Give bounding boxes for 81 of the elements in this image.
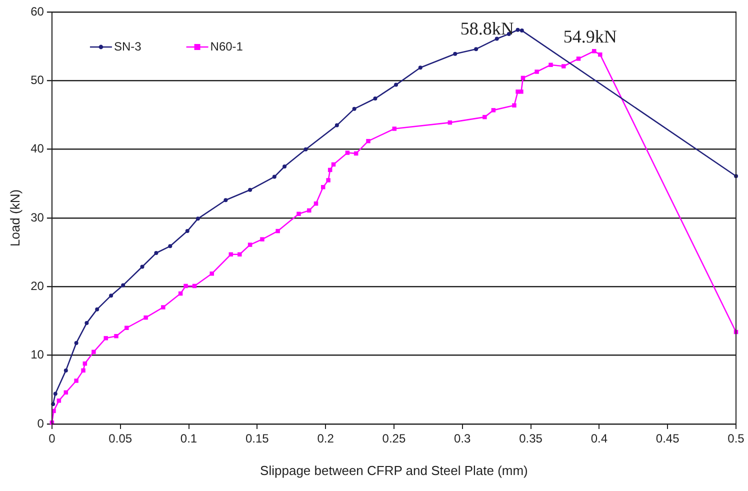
point	[334, 123, 339, 128]
point	[248, 188, 252, 192]
y-tick-label: 60	[30, 4, 44, 18]
point	[248, 242, 252, 247]
point	[238, 252, 242, 257]
point	[64, 368, 68, 372]
point	[307, 208, 312, 213]
point	[121, 283, 126, 288]
x-tick-label: 0.15	[245, 432, 270, 446]
point	[74, 378, 78, 383]
point	[185, 229, 190, 234]
point	[92, 350, 96, 354]
point	[224, 198, 228, 202]
point	[576, 56, 581, 61]
x-tick-label: 0.4	[590, 432, 608, 446]
point	[561, 64, 566, 68]
point	[494, 36, 499, 41]
point	[196, 216, 200, 221]
y-tick-label: 20	[30, 278, 44, 293]
point	[418, 66, 422, 70]
y-tick-label: 0	[37, 416, 44, 430]
point	[154, 251, 158, 256]
x-tick-label: 0.5	[728, 432, 745, 446]
y-axis-title: Load (kN)	[7, 189, 22, 247]
y-tick-label: 50	[30, 72, 44, 87]
point	[53, 392, 58, 396]
point	[516, 28, 520, 32]
legend-label: N60-1	[210, 39, 244, 54]
point	[296, 212, 301, 216]
point	[548, 62, 553, 67]
point	[519, 90, 524, 94]
x-tick-label: 0.2	[317, 432, 334, 446]
x-tick-label: 0	[48, 432, 56, 446]
annotation: 54.9kN	[563, 26, 617, 46]
y-tick-label: 10	[30, 348, 44, 362]
x-tick-label: 0.35	[519, 432, 543, 446]
y-tick-label: 30	[30, 210, 44, 224]
point	[109, 294, 114, 298]
point	[520, 28, 524, 33]
x-tick-label: 0.05	[108, 432, 132, 446]
point	[276, 228, 280, 234]
point	[453, 52, 458, 56]
x-tick-label: 0.45	[656, 432, 680, 446]
point	[373, 96, 378, 101]
point	[95, 307, 100, 312]
point	[144, 315, 148, 320]
point	[394, 82, 398, 87]
y-tick-label: 40	[30, 142, 44, 156]
point	[512, 103, 516, 108]
point	[84, 321, 89, 326]
point	[114, 334, 118, 338]
point	[474, 47, 478, 52]
point	[491, 108, 496, 112]
point	[140, 264, 144, 269]
point	[366, 138, 370, 144]
point	[168, 244, 172, 248]
x-axis-title: Slippage between CFRP and Steel Plate (mm)	[260, 462, 528, 478]
point	[272, 174, 276, 179]
point	[104, 336, 108, 340]
x-tick-label: 0.3	[454, 432, 472, 446]
point	[56, 398, 62, 403]
point	[124, 326, 129, 330]
x-tick-label: 0.1	[180, 432, 198, 446]
point	[482, 114, 487, 120]
point	[184, 284, 188, 288]
annotation: 58.8kN	[460, 18, 514, 38]
point	[282, 164, 287, 168]
point	[598, 52, 602, 57]
point	[326, 178, 330, 182]
point	[81, 368, 86, 373]
point	[345, 150, 350, 155]
point	[260, 237, 264, 242]
point	[74, 340, 78, 345]
legend-label: SN-3	[114, 39, 142, 54]
point	[592, 49, 596, 54]
x-tick-label: 0.25	[382, 432, 406, 446]
point	[534, 70, 539, 74]
point	[304, 147, 308, 152]
point	[392, 126, 397, 131]
point	[161, 305, 166, 310]
point	[352, 106, 356, 111]
